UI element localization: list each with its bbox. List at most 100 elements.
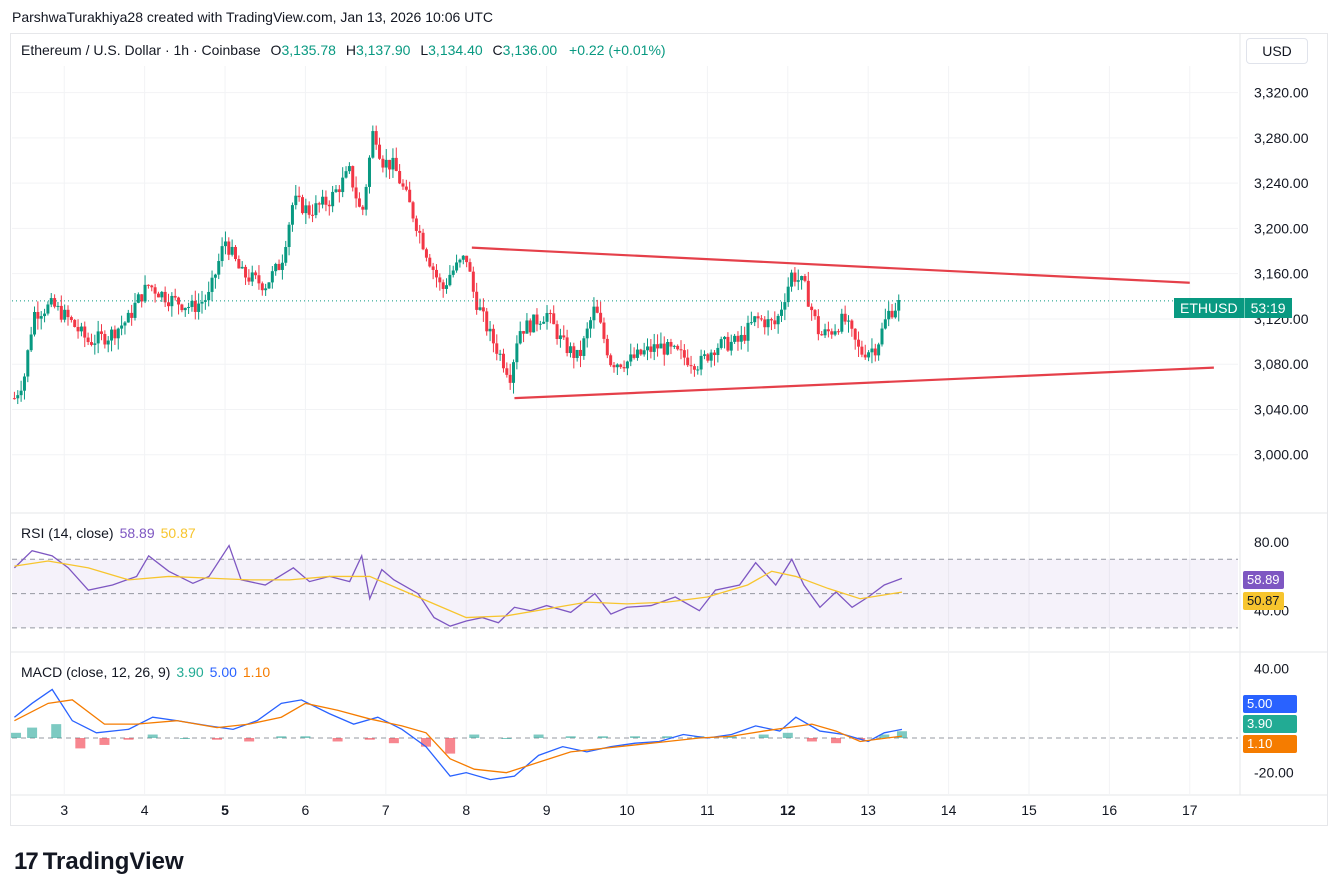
macd-tick-label: -20.00 [1254, 765, 1294, 781]
candles-group [12, 125, 901, 405]
candle-body [629, 354, 633, 362]
currency-button[interactable]: USD [1246, 38, 1308, 64]
candle-body [227, 241, 231, 255]
candle-body [274, 263, 278, 272]
candle-body [515, 343, 519, 363]
price-tick-label: 3,200.00 [1254, 220, 1309, 236]
candle-body [887, 310, 891, 320]
tradingview-logo[interactable]: 17 TradingView [14, 848, 184, 876]
candle-body [702, 354, 706, 356]
x-tick-label: 14 [941, 802, 957, 818]
candle-body [371, 131, 375, 158]
price-tick-label: 3,000.00 [1254, 447, 1309, 463]
candle-body [813, 310, 817, 317]
candle-body [217, 261, 221, 275]
candle-body [113, 329, 117, 339]
candle-body [743, 334, 747, 341]
macd-hist-bar [51, 724, 62, 738]
candle-body [810, 306, 814, 311]
rsi-pane-title[interactable]: RSI (14, close) 58.89 50.87 [21, 525, 196, 541]
candle-body [833, 331, 837, 335]
x-tick-label: 10 [619, 802, 635, 818]
candle-body [585, 328, 589, 339]
macd-hist-bar [332, 738, 343, 742]
candle-body [790, 272, 794, 287]
candle-body [615, 364, 619, 368]
candle-body [324, 196, 328, 205]
macd-series-signal [14, 699, 903, 774]
rsi-ma-value: 50.87 [160, 525, 196, 541]
candle-body [133, 302, 137, 318]
macd-hist-bar [501, 738, 512, 739]
candle-body [66, 309, 70, 318]
candle-body [572, 346, 576, 358]
macd-hist-bar [75, 738, 86, 749]
candle-body [244, 266, 248, 278]
candle-body [73, 319, 77, 327]
candle-body [786, 286, 790, 303]
candle-body [378, 144, 382, 159]
candle-body [713, 352, 717, 356]
symbol-title[interactable]: Ethereum / U.S. Dollar · 1h · Coinbase [21, 42, 261, 58]
candle-body [394, 157, 398, 172]
candle-body [555, 324, 559, 340]
candle-body [582, 338, 586, 356]
macd-hist-bar [630, 736, 641, 738]
candle-body [177, 297, 181, 305]
candle-body [290, 205, 294, 225]
macd-hist-bar [445, 738, 456, 754]
macd-hist-bar [565, 736, 576, 738]
candle-body [682, 350, 686, 358]
candle-body [22, 376, 26, 391]
macd-hist-bar [99, 738, 110, 745]
candle-body [428, 257, 432, 267]
candle-body [850, 320, 854, 329]
candle-body [602, 322, 606, 339]
candle-body [100, 331, 104, 334]
candle-body [408, 189, 412, 203]
candle-body [39, 316, 43, 319]
candle-body [776, 315, 780, 325]
macd-hist-bar [123, 738, 134, 740]
candle-body [294, 195, 298, 206]
macd-hist-bar [244, 738, 255, 742]
macd-hist-bar [597, 736, 608, 738]
candle-body [103, 333, 107, 345]
candle-body [719, 339, 723, 348]
candle-body [193, 300, 197, 312]
candle-body [676, 345, 680, 350]
candle-body [43, 313, 47, 317]
candle-body [609, 355, 613, 366]
candle-body [280, 262, 284, 270]
macd-signal-value: 1.10 [242, 664, 271, 680]
candle-body [857, 339, 861, 347]
candle-body [830, 331, 834, 335]
x-tick-label: 7 [382, 802, 390, 818]
candle-body [337, 189, 341, 193]
candle-body [300, 197, 304, 214]
candle-body [796, 280, 800, 282]
candle-body [448, 274, 452, 286]
candle-body [354, 187, 358, 199]
candle-body [86, 337, 90, 343]
macd-hist-bar [896, 731, 907, 738]
candle-body [518, 331, 522, 344]
candle-body [853, 328, 857, 340]
rsi-title: RSI (14, close) [21, 525, 114, 541]
candle-body [441, 282, 445, 289]
candle-body [16, 395, 20, 399]
macd-pane-title[interactable]: MACD (close, 12, 26, 9) 3.90 5.00 1.10 [21, 664, 270, 680]
x-tick-label: 8 [462, 802, 470, 818]
rsi-series-rsi [13, 544, 903, 627]
candle-body [213, 274, 217, 278]
x-tick-label: 3 [60, 802, 68, 818]
candle-body [625, 361, 629, 369]
candle-body [880, 328, 884, 345]
price-badge-symbol: ETHUSD [1174, 298, 1244, 318]
candle-body [334, 189, 338, 192]
rsi-value-badge: 58.89 [1243, 571, 1284, 589]
candle-body [800, 276, 804, 281]
macd-hist-bar [806, 738, 817, 742]
candle-body [136, 294, 140, 303]
